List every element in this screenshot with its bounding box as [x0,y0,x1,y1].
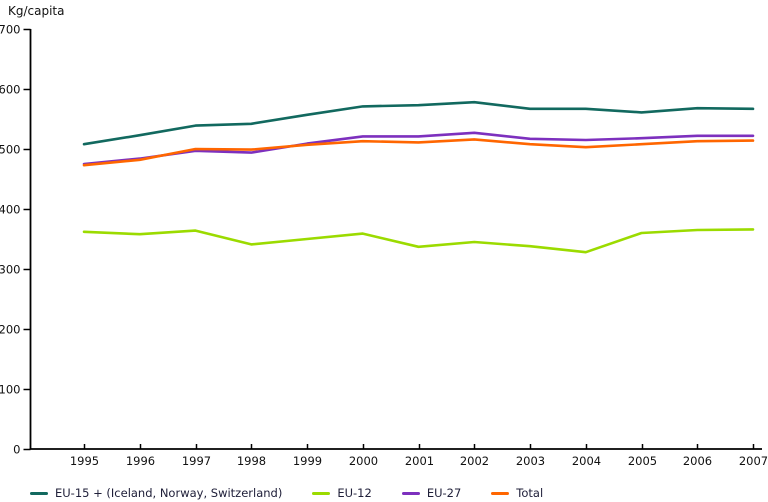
y-axis-tick-label: 0 [13,443,20,457]
x-axis-tick-label: 1998 [237,454,266,468]
legend-line-swatch-total [491,491,510,495]
legend-line-swatch-eu-12 [312,491,331,495]
legend-item-eu-27: EU-27 [401,486,462,500]
chart-legend: EU-15 + (Iceland, Norway, Switzerland) EU… [30,484,543,502]
x-axis-tick-label: 2007 [739,454,768,468]
legend-label-eu-12: EU-12 [337,486,372,500]
y-axis-unit-label: Kg/capita [8,4,65,18]
series-line-eu-27 [82,131,755,166]
x-axis-tick-label: 2001 [405,454,434,468]
y-axis-tick-label: 600 [0,83,21,97]
legend-label-eu-27: EU-27 [426,486,462,500]
x-axis-tick-label: 2000 [349,454,378,468]
series-line-eu-15-iceland-norway-switzerland [82,100,755,146]
legend-label-total: Total [516,486,544,500]
series-line-total [82,138,755,167]
legend-label-eu-15-iceland-norway-switzerland: EU-15 + (Iceland, Norway, Switzerland) [55,486,283,500]
x-axis-tick-label: 1997 [182,454,211,468]
x-axis-tick-label: 2006 [683,454,712,468]
x-axis-tick-label: 1999 [293,454,322,468]
legend-item-eu-12: EU-12 [312,486,372,500]
x-axis-tick-label: 2003 [516,454,545,468]
x-axis-tick-label: 1995 [70,454,99,468]
x-axis-tick-label: 2002 [460,454,489,468]
legend-item-eu-15-iceland-norway-switzerland: EU-15 + (Iceland, Norway, Switzerland) [30,486,282,500]
x-axis-tick-label: 1996 [126,454,155,468]
y-axis-tick-label: 300 [0,263,21,277]
y-axis-tick-label: 100 [0,383,21,397]
y-axis-tick-label: 400 [0,203,21,217]
legend-line-swatch-eu-15-iceland-norway-switzerland [30,491,48,495]
legend-line-swatch-eu-27 [401,491,420,495]
series-line-eu-12 [82,228,755,254]
legend-item-total: Total [491,486,543,500]
x-axis-tick-label: 2004 [572,454,601,468]
x-axis-tick-label: 2005 [628,454,657,468]
y-axis-tick-label: 500 [0,143,21,157]
y-axis-tick-label: 700 [0,23,21,37]
y-axis-tick-label: 200 [0,323,21,337]
